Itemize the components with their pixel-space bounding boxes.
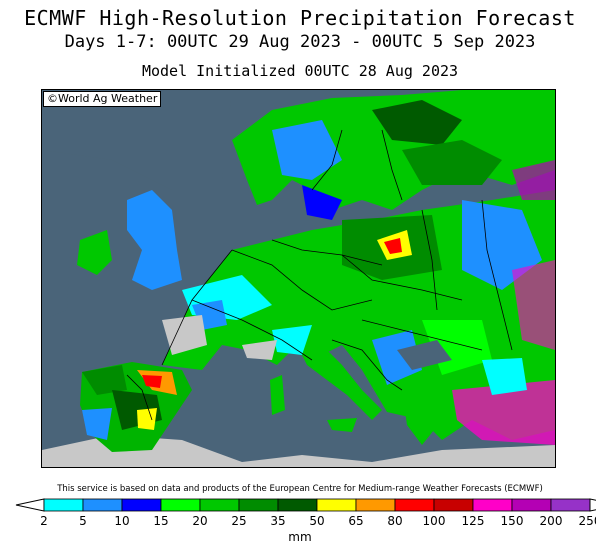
- precip-patch: [272, 325, 312, 355]
- precip-patch: [512, 260, 555, 350]
- unit-label: mm: [288, 530, 312, 544]
- land-areas: [42, 90, 555, 467]
- precip-patch: [372, 330, 422, 385]
- continent: [162, 190, 555, 440]
- precip-overlay: [42, 90, 555, 440]
- colorbar-swatch: [550, 498, 591, 512]
- precip-patch: [482, 358, 527, 395]
- precip-patch: [372, 100, 462, 145]
- europe-map-svg: [42, 90, 555, 467]
- precip-patch: [142, 375, 162, 388]
- colorbar-swatch: [160, 498, 201, 512]
- colorbar-arrow-low: [15, 498, 45, 512]
- colorbar-tick-label: 200: [540, 514, 563, 528]
- ecmwf-disclaimer: This service is based on data and produc…: [57, 484, 543, 494]
- sicily: [327, 418, 357, 432]
- precip-patch: [137, 408, 157, 430]
- greece: [402, 390, 442, 445]
- colorbar-tick-label: 5: [79, 514, 87, 528]
- corsica-sardinia: [270, 375, 285, 415]
- precip-patch: [42, 90, 232, 190]
- colorbar-swatch: [394, 498, 435, 512]
- precip-patch: [402, 140, 502, 185]
- precip-patch: [302, 185, 342, 220]
- colorbar-swatch: [355, 498, 396, 512]
- precipitation-map: [41, 89, 556, 468]
- colorbar-swatch: [277, 498, 318, 512]
- colorbar-tick-label: 125: [462, 514, 485, 528]
- precipitation-colorbar: 251015202535506580100125150200250: [15, 498, 596, 528]
- colorbar-tick-label: 250: [579, 514, 596, 528]
- colorbar-swatch: [511, 498, 552, 512]
- colorbar-swatch: [121, 498, 162, 512]
- colorbar-tick-label: 35: [270, 514, 285, 528]
- forecast-period: Days 1-7: 00UTC 29 Aug 2023 - 00UTC 5 Se…: [64, 32, 536, 52]
- colorbar-swatch: [472, 498, 513, 512]
- precip-patch: [242, 340, 277, 360]
- great-britain: [127, 190, 182, 290]
- colorbar-tick-label: 15: [153, 514, 168, 528]
- precip-patch: [462, 200, 542, 290]
- precip-patch: [82, 408, 112, 440]
- precip-patch: [162, 315, 207, 355]
- italy: [297, 345, 382, 420]
- precip-patch: [384, 238, 402, 254]
- colorbar-tick-label: 65: [348, 514, 363, 528]
- ireland: [77, 230, 112, 275]
- precip-patch: [397, 340, 452, 370]
- colorbar-tick-label: 2: [40, 514, 48, 528]
- precip-patch: [82, 365, 127, 395]
- precip-patch: [272, 120, 342, 180]
- north-africa: [42, 435, 555, 467]
- model-initialized: Model Initialized 00UTC 28 Aug 2023: [141, 62, 459, 80]
- scandinavia: [232, 90, 555, 210]
- colorbar-swatch: [199, 498, 240, 512]
- colorbar-tick-label: 10: [114, 514, 129, 528]
- colorbar-swatch: [433, 498, 474, 512]
- colorbar-swatch: [316, 498, 357, 512]
- precip-patch: [42, 210, 72, 320]
- turkey: [452, 380, 555, 445]
- colorbar-swatch: [82, 498, 123, 512]
- colorbar-arrow-high: [589, 498, 596, 512]
- colorbar-tick-label: 80: [387, 514, 402, 528]
- map-title: ECMWF High-Resolution Precipitation Fore…: [24, 6, 576, 30]
- colorbar-tick-label: 20: [192, 514, 207, 528]
- colorbar-swatch: [238, 498, 279, 512]
- colorbar-tick-label: 100: [423, 514, 446, 528]
- colorbar-swatch: [43, 498, 84, 512]
- country-borders: [126, 129, 513, 421]
- precip-patch: [512, 160, 555, 200]
- colorbar-tick-label: 150: [501, 514, 524, 528]
- colorbar-tick-label: 50: [309, 514, 324, 528]
- colorbar-tick-label: 25: [231, 514, 246, 528]
- copyright-label: ©World Ag Weather: [43, 91, 162, 107]
